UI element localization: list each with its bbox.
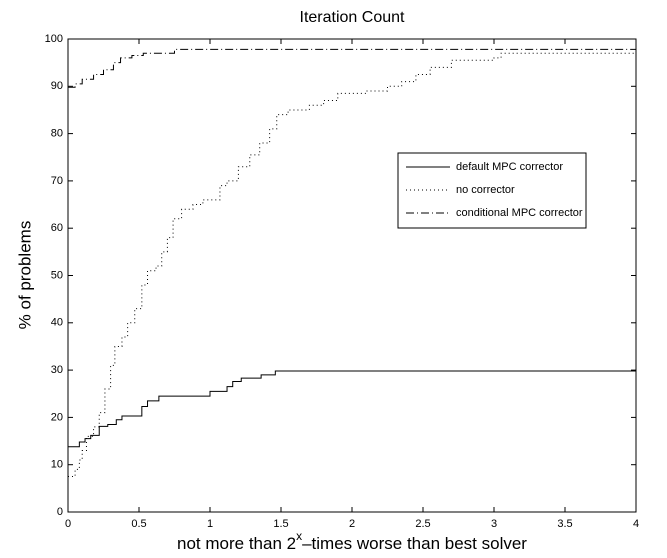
y-tick-label: 0 — [57, 506, 63, 518]
legend: default MPC corrector no corrector conditi… — [397, 152, 587, 229]
y-tick-label: 80 — [51, 128, 63, 140]
y-tick-label: 70 — [51, 175, 63, 187]
legend-label: no corrector — [456, 184, 515, 196]
y-tick-label: 60 — [51, 222, 63, 234]
y-tick-label: 10 — [51, 459, 63, 471]
x-tick-label: 2.5 — [415, 518, 430, 530]
series-line — [68, 52, 636, 478]
x-tick-label: 0.5 — [131, 518, 146, 530]
x-label-part: –times worse than best solver — [302, 534, 527, 553]
y-tick-label: 20 — [51, 411, 63, 423]
plot-frame — [67, 38, 637, 513]
y-tick-label: 40 — [51, 317, 63, 329]
x-tick-label: 0 — [65, 518, 71, 530]
x-label-sup: x — [296, 529, 302, 543]
chart-title: Iteration Count — [300, 9, 406, 26]
y-tick-label: 50 — [51, 269, 63, 281]
y-tick-label: 90 — [51, 80, 63, 92]
y-tick-label: 30 — [51, 364, 63, 376]
x-tick-label: 3.5 — [557, 518, 572, 530]
x-tick-label: 1 — [207, 518, 213, 530]
x-label-part: not more than 2 — [177, 534, 296, 553]
x-tick-label: 4 — [633, 518, 639, 530]
x-tick-label: 2 — [349, 518, 355, 530]
y-axis-label: % of problems — [15, 221, 34, 330]
series-line — [68, 48, 636, 88]
legend-label: default MPC corrector — [456, 161, 563, 173]
y-tick-label: 100 — [45, 33, 63, 45]
x-tick-label: 1.5 — [273, 518, 288, 530]
series-line — [68, 370, 636, 448]
x-axis-label: not more than 2x–times worse than best s… — [177, 529, 527, 553]
legend-box — [397, 152, 587, 229]
legend-label: conditional MPC corrector — [456, 207, 583, 219]
x-tick-label: 3 — [491, 518, 497, 530]
